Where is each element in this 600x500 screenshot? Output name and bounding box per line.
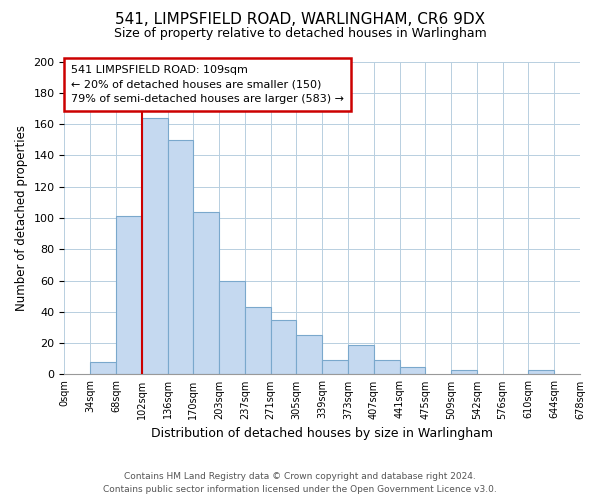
Bar bbox=[245, 307, 271, 374]
Text: Contains HM Land Registry data © Crown copyright and database right 2024.
Contai: Contains HM Land Registry data © Crown c… bbox=[103, 472, 497, 494]
Bar bbox=[529, 370, 554, 374]
Text: Size of property relative to detached houses in Warlingham: Size of property relative to detached ho… bbox=[113, 27, 487, 40]
Bar bbox=[348, 344, 374, 374]
Bar bbox=[451, 370, 477, 374]
X-axis label: Distribution of detached houses by size in Warlingham: Distribution of detached houses by size … bbox=[151, 427, 493, 440]
Bar bbox=[167, 140, 193, 374]
Bar bbox=[296, 336, 322, 374]
Text: 541 LIMPSFIELD ROAD: 109sqm
← 20% of detached houses are smaller (150)
79% of se: 541 LIMPSFIELD ROAD: 109sqm ← 20% of det… bbox=[71, 64, 344, 104]
Bar bbox=[374, 360, 400, 374]
Bar bbox=[90, 362, 116, 374]
Bar bbox=[219, 280, 245, 374]
Bar bbox=[116, 216, 142, 374]
Text: 541, LIMPSFIELD ROAD, WARLINGHAM, CR6 9DX: 541, LIMPSFIELD ROAD, WARLINGHAM, CR6 9D… bbox=[115, 12, 485, 28]
Bar bbox=[193, 212, 219, 374]
Bar bbox=[322, 360, 348, 374]
Bar bbox=[400, 366, 425, 374]
Y-axis label: Number of detached properties: Number of detached properties bbox=[15, 125, 28, 311]
Bar bbox=[271, 320, 296, 374]
Bar bbox=[142, 118, 167, 374]
